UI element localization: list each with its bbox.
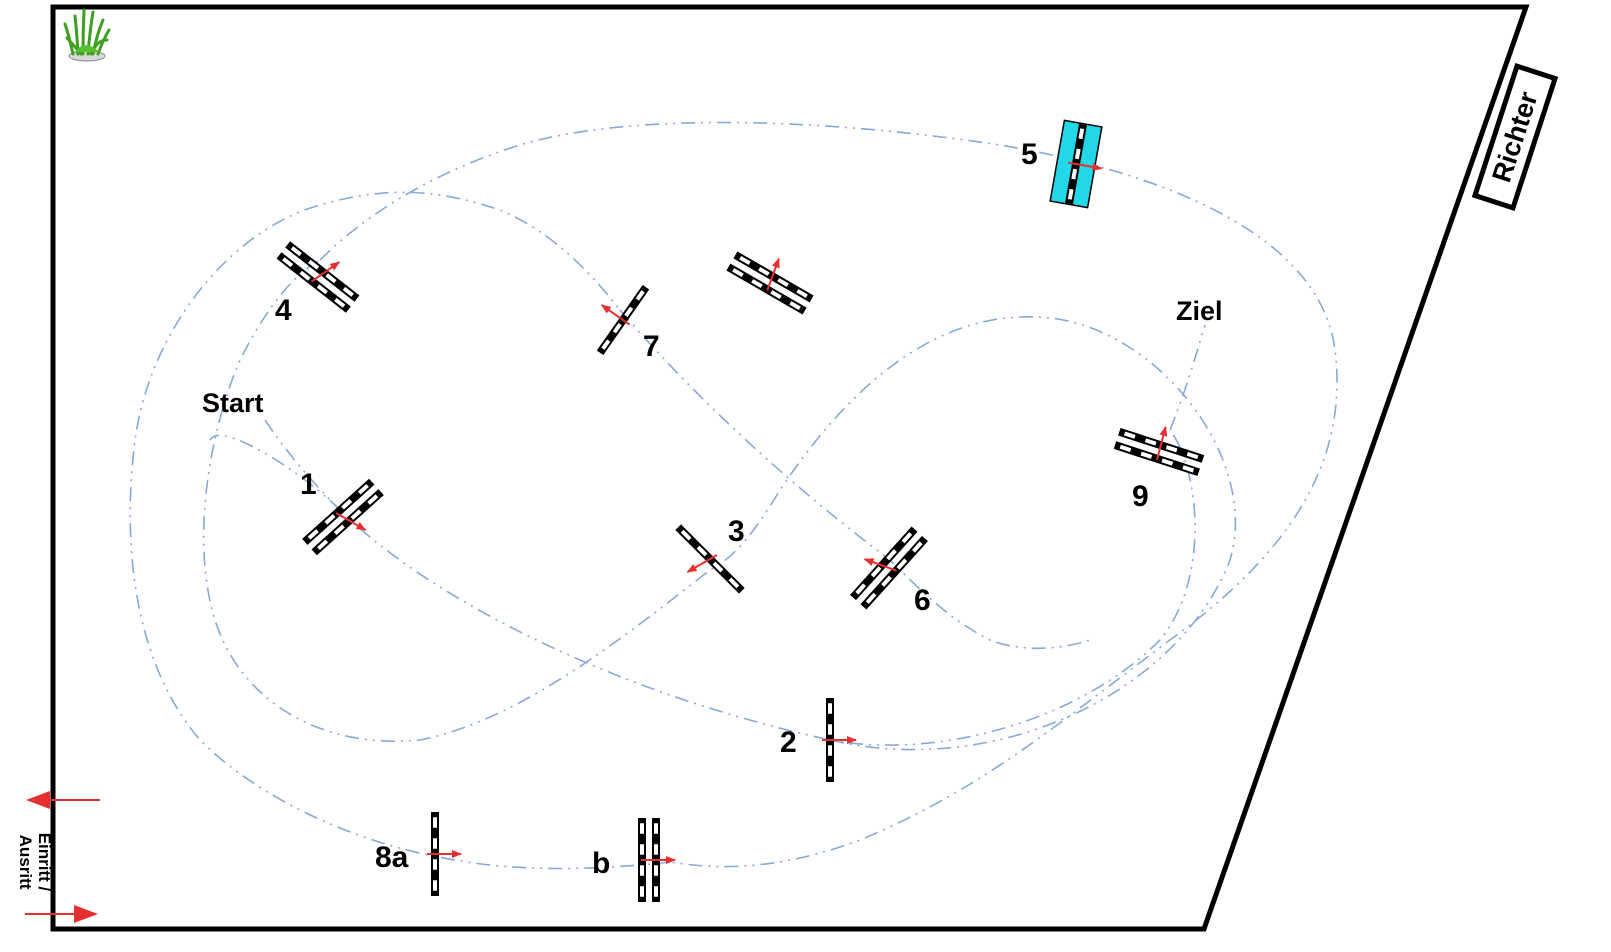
obstacle-number-5: 5	[1021, 138, 1038, 171]
start-label: Start	[202, 388, 264, 418]
jump-direction-arrow-icon	[1067, 161, 1103, 171]
obstacle-numbers: 1 2 3 4 5 6 7 8a b 9	[275, 138, 1149, 880]
entry-arrow-icon	[74, 905, 98, 923]
finish-label: Ziel	[1176, 296, 1223, 326]
jump-direction-arrow-icon	[863, 558, 897, 572]
jump-direction-arrow-icon	[335, 512, 367, 531]
obstacle-o1	[302, 478, 384, 556]
jump-direction-arrow-icon	[1155, 425, 1168, 460]
jump-direction-arrow-icon	[600, 304, 631, 326]
obstacle-number-8a: 8a	[375, 841, 409, 874]
obstacle-layer	[276, 119, 1205, 902]
obstacle-o6	[850, 526, 928, 610]
entry-label-line1: Einritt /	[35, 833, 54, 892]
obstacle-number-8b: b	[592, 847, 610, 880]
entry-exit: Einritt / Ausritt	[16, 791, 100, 923]
entry-label-line2: Ausritt	[16, 835, 35, 890]
judge-box: Richter	[1471, 62, 1559, 212]
obstacle-number-6: 6	[914, 584, 931, 617]
obstacle-number-2: 2	[780, 726, 797, 759]
jump-direction-arrow-icon	[686, 554, 718, 573]
obstacle-ox	[726, 251, 814, 315]
arena-border	[50, 4, 1530, 932]
obstacle-number-3: 3	[728, 515, 745, 548]
grass-plant-icon	[63, 8, 111, 62]
obstacle-number-1: 1	[300, 468, 317, 501]
obstacle-number-7: 7	[643, 330, 660, 363]
jump-direction-arrow-icon	[310, 261, 341, 283]
jump-direction-arrow-icon	[766, 257, 780, 291]
obstacle-number-4: 4	[275, 294, 292, 327]
exit-arrow-icon	[26, 791, 50, 809]
obstacle-number-9: 9	[1132, 480, 1149, 513]
obstacle-o4	[276, 241, 360, 313]
